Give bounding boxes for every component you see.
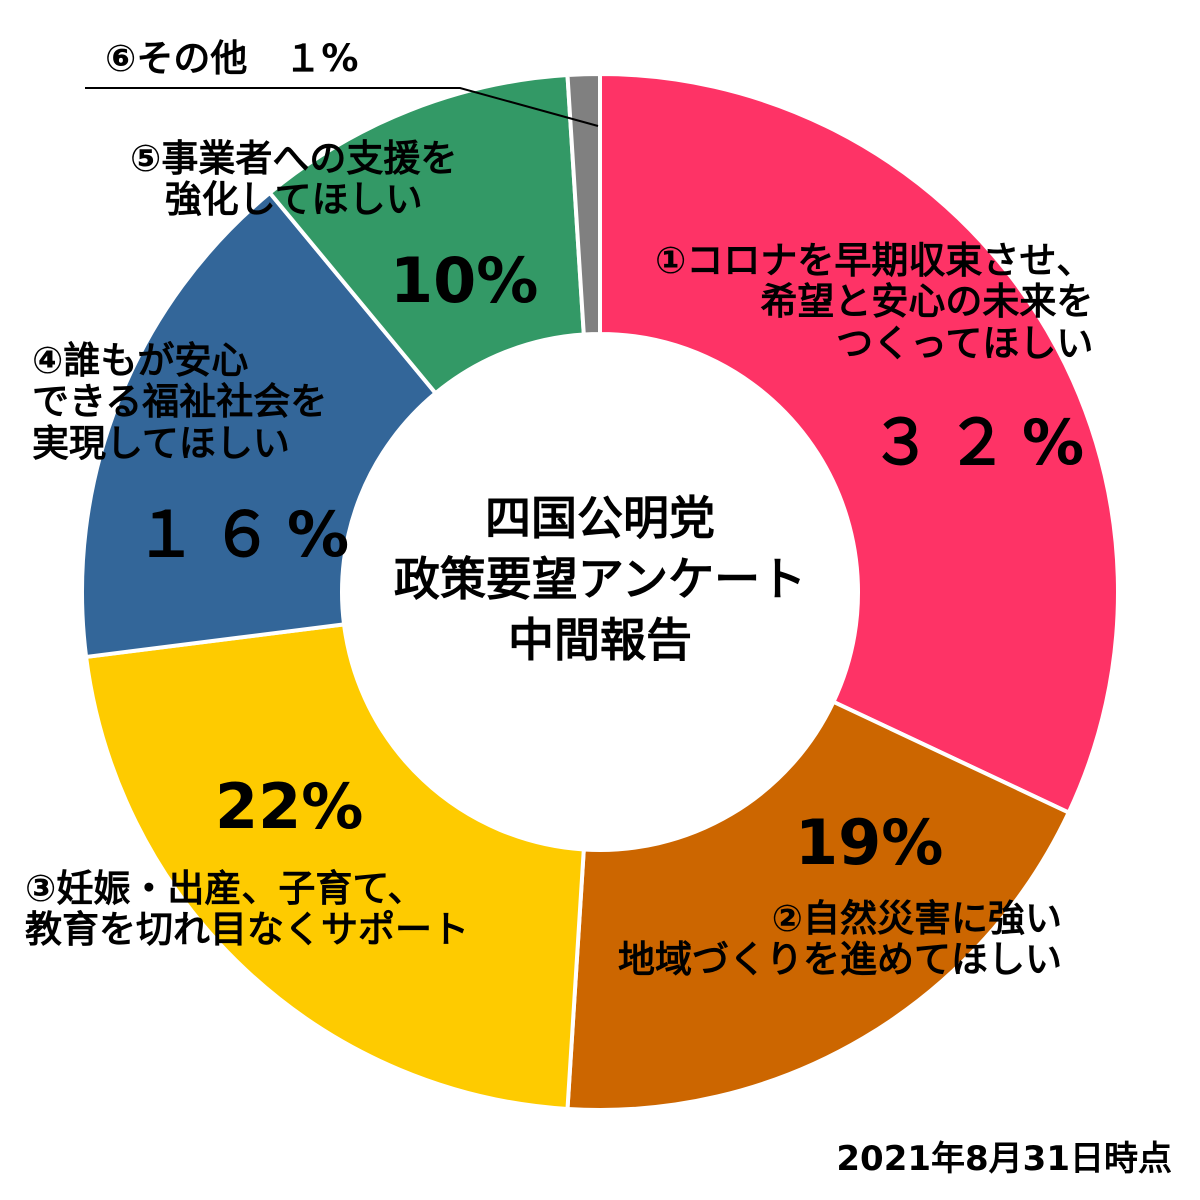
donut-slice-6 xyxy=(565,71,602,337)
slice-value-label: 10% xyxy=(390,244,539,317)
slice-label-line: 強化してほしい xyxy=(164,178,423,222)
slice-label-line: できる福祉社会を xyxy=(32,380,328,424)
slice-label: ②自然災害に強い 地域づくりを進めてほしい xyxy=(618,898,1062,981)
title-line: 政策要望アンケート xyxy=(393,552,807,607)
donut-slice-2 xyxy=(565,699,1072,1112)
slice-value-label: 19% xyxy=(795,806,944,879)
slice-label: ①コロナを早期収束させ、 希望と安心の未来を つくってほしい xyxy=(655,239,1094,365)
slice-label-line: ⑥その他 １% xyxy=(105,37,359,80)
slice-value-label: １６% xyxy=(135,498,364,571)
slice-label-line: ③妊娠・出産、子育て、 xyxy=(25,867,425,910)
slice-label-line: つくってほしい xyxy=(836,321,1094,365)
slice-label-line: 実現してほしい xyxy=(32,421,290,465)
slice-label: ④誰もが安心 できる福祉社会を 実現してほしい xyxy=(32,339,328,465)
donut-slice-1 xyxy=(598,71,1120,816)
donut-slice-5 xyxy=(266,72,586,397)
date-note: 2021年8月31日時点 xyxy=(836,1139,1172,1179)
slice-label-line: 希望と安心の未来を xyxy=(760,280,1094,324)
slice-label-line: ④誰もが安心 xyxy=(32,339,249,382)
slice-label-line: ⑤事業者への支援を xyxy=(130,137,458,180)
slice-label-line: 教育を切れ目なくサポート xyxy=(25,908,469,952)
slice-label: ③妊娠・出産、子育て、 教育を切れ目なくサポート xyxy=(25,868,469,951)
donut-slice-4 xyxy=(80,190,439,660)
slice-value-label: ３２% xyxy=(870,406,1099,479)
slice-label: ⑤事業者への支援を 強化してほしい xyxy=(130,138,457,221)
slice-label-line: 地域づくりを進めてほしい xyxy=(618,938,1062,982)
slice-label-line: ②自然災害に強い xyxy=(771,897,1062,940)
leader-line-other xyxy=(85,87,599,127)
title-line: 中間報告 xyxy=(508,613,692,668)
chart-title: 四国公明党 政策要望アンケート 中間報告 xyxy=(340,488,860,672)
title-line: 四国公明党 xyxy=(485,491,715,545)
slice-value-label: 22% xyxy=(215,770,364,843)
donut-slice-3 xyxy=(83,622,586,1112)
slice-label: ⑥その他 １% xyxy=(105,37,359,80)
slice-label-line: ①コロナを早期収束させ、 xyxy=(655,239,1094,282)
